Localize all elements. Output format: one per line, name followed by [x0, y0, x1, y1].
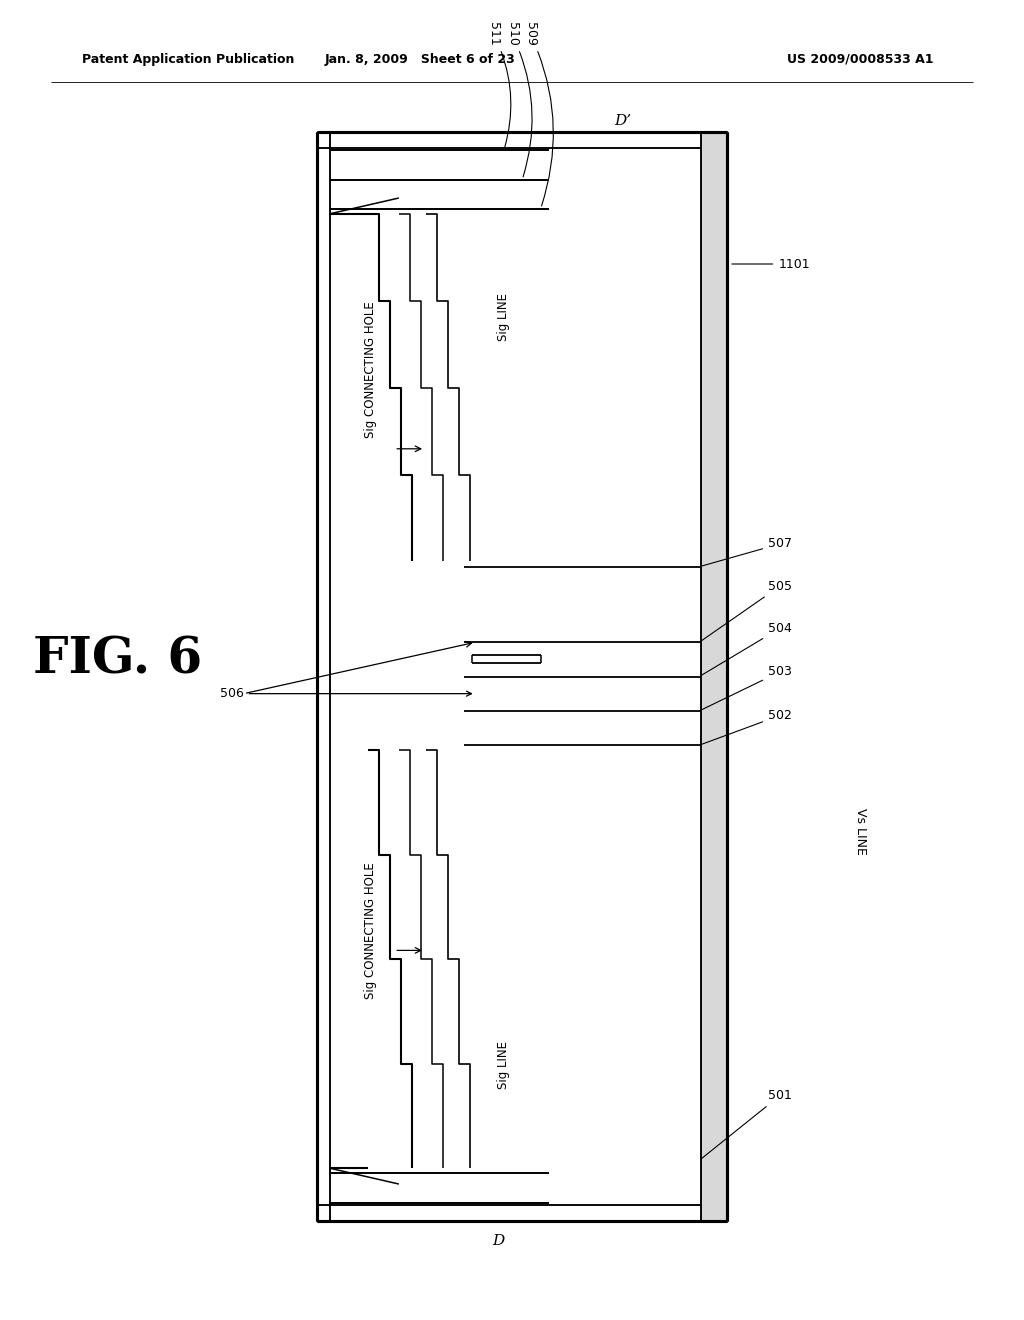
Text: D’: D’ [614, 115, 632, 128]
Text: Patent Application Publication: Patent Application Publication [82, 53, 294, 66]
Text: Sig LINE: Sig LINE [498, 1041, 510, 1089]
Text: Jan. 8, 2009   Sheet 6 of 23: Jan. 8, 2009 Sheet 6 of 23 [325, 53, 515, 66]
Text: 502: 502 [702, 709, 792, 744]
Text: 1101: 1101 [732, 257, 810, 271]
Text: 509: 509 [524, 22, 553, 206]
Text: Sig CONNECTING HOLE: Sig CONNECTING HOLE [365, 301, 377, 438]
Bar [701, 132, 727, 1221]
Text: Vs LINE: Vs LINE [854, 808, 866, 855]
Text: 506: 506 [220, 688, 471, 700]
Text: US 2009/0008533 A1: US 2009/0008533 A1 [786, 53, 934, 66]
Text: 507: 507 [702, 537, 792, 566]
Text: Sig CONNECTING HOLE: Sig CONNECTING HOLE [365, 862, 377, 999]
Text: 505: 505 [701, 579, 792, 640]
Text: 504: 504 [701, 622, 792, 675]
Text: 501: 501 [701, 1089, 792, 1159]
Text: 503: 503 [701, 665, 792, 710]
Text: D: D [493, 1234, 505, 1247]
Text: 511: 511 [487, 22, 511, 148]
Text: FIG. 6: FIG. 6 [33, 635, 203, 685]
Text: 510: 510 [506, 22, 532, 177]
Text: Sig LINE: Sig LINE [498, 293, 510, 341]
